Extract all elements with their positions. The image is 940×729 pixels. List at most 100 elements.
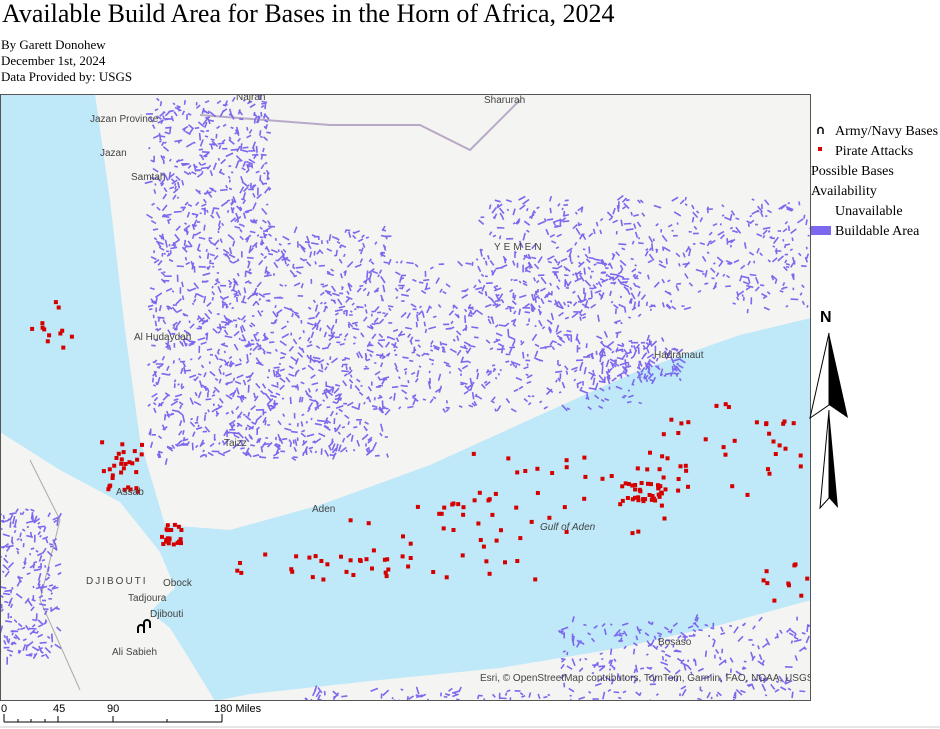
pirate-attack	[456, 502, 461, 507]
pirate-attack	[130, 461, 135, 466]
map-label: Jazan Province	[90, 114, 159, 125]
map-label: Al Hudaydah	[134, 332, 191, 343]
pirate-attack	[636, 498, 641, 503]
pirate-attack	[477, 490, 482, 495]
pirate-attack	[107, 484, 112, 489]
pirate-attack	[441, 526, 446, 531]
pirate-attack	[169, 528, 174, 532]
pirate-attack	[179, 528, 184, 532]
pirate-attack	[761, 578, 766, 583]
map-label: Hadramaut	[654, 350, 704, 361]
title: Available Build Area for Bases in the Ho…	[2, 0, 615, 28]
north-arrow: N	[809, 309, 848, 510]
legend-label: Buildable Area	[835, 224, 920, 239]
map: Najran Sharurah Jazan Province Jazan Sam…	[1, 92, 814, 700]
pirate-attack	[665, 456, 670, 461]
source: Data Provided by: USGS	[1, 69, 132, 84]
pirate-attack	[799, 593, 804, 598]
legend-swatch	[818, 147, 822, 151]
pirate-attack	[310, 575, 315, 580]
pirate-attack	[47, 333, 52, 338]
pirate-attack	[583, 474, 588, 479]
pirate-attack	[106, 487, 111, 492]
pirate-attack	[582, 496, 587, 501]
legend-label: Pirate Attacks	[835, 144, 913, 159]
pirate-attack	[783, 446, 788, 451]
pirate-attack	[791, 421, 796, 426]
pirate-attack	[58, 331, 63, 336]
pirate-attack	[172, 522, 177, 527]
pirate-attack	[650, 494, 655, 498]
pirate-attack	[450, 502, 455, 507]
pirate-attack	[442, 505, 447, 510]
pirate-attack	[134, 470, 139, 475]
map-label: Jazan	[100, 148, 127, 159]
pirate-attack	[676, 477, 681, 481]
pirate-attack	[651, 496, 656, 501]
scale-label: 90	[107, 703, 119, 715]
pirate-attack	[383, 570, 388, 575]
pirate-attack	[767, 431, 772, 436]
pirate-attack	[514, 505, 519, 510]
pirate-attack	[564, 458, 569, 463]
pirate-attack	[686, 420, 691, 425]
pirate-attack	[344, 569, 349, 574]
pirate-attack	[657, 494, 662, 499]
pirate-attack	[771, 439, 776, 444]
pirate-attack	[472, 498, 477, 503]
pirate-attack	[164, 539, 168, 544]
pirate-attack	[649, 497, 654, 502]
pirate-attack	[321, 577, 326, 582]
legend: Army/Navy Bases Pirate Attacks Possible …	[811, 124, 938, 239]
pirate-attack	[535, 466, 540, 471]
pirate-attack	[235, 568, 240, 573]
pirate-attack	[120, 442, 125, 447]
pirate-attack	[635, 466, 640, 471]
pirate-attack	[686, 484, 690, 489]
pirate-attack	[165, 523, 170, 528]
legend-label: Possible Bases	[811, 164, 894, 179]
map-label: Assab	[116, 487, 144, 498]
map-label: Obock	[163, 578, 193, 589]
map-label: Bosaso	[658, 637, 692, 648]
pirate-attack	[523, 469, 528, 473]
pirate-attack	[547, 515, 552, 520]
pirate-attack	[777, 443, 782, 448]
pirate-attack	[127, 460, 132, 465]
pirate-attack	[238, 561, 242, 565]
pirate-attack	[767, 471, 772, 476]
pirate-attack	[793, 562, 798, 567]
pirate-attack	[178, 537, 183, 542]
pirate-attack	[745, 492, 750, 497]
scale-bar: 0 45 90 180 Miles	[1, 703, 262, 723]
pirate-attack	[637, 487, 642, 492]
pirate-attack	[119, 457, 124, 462]
map-label: Djibouti	[150, 609, 183, 620]
pirate-attack	[630, 497, 635, 502]
pirate-attack	[798, 453, 803, 458]
pirate-attack	[110, 473, 115, 478]
pirate-attack	[171, 542, 176, 547]
pirate-attack	[669, 417, 674, 422]
pirate-attack	[648, 450, 652, 455]
buildable-area	[1, 95, 810, 700]
pirate-attack	[633, 495, 637, 500]
map-label: Taizz	[224, 438, 247, 449]
pirate-attack	[633, 487, 638, 492]
pirate-attack	[371, 548, 376, 553]
pirate-attack	[366, 521, 371, 526]
pirate-attack	[100, 440, 105, 445]
map-label: DJIBOUTI	[86, 576, 148, 587]
map-label: Ali Sabieh	[112, 647, 157, 658]
pirate-attack	[663, 487, 668, 492]
map-label: Najran	[236, 92, 265, 103]
attribution: Esri, © OpenStreetMap contributors, TomT…	[480, 673, 814, 684]
pirate-attack	[484, 559, 489, 564]
pirate-attack	[703, 437, 708, 442]
legend-label: Availability	[811, 184, 877, 199]
pirate-attack	[564, 465, 569, 470]
pirate-attack	[400, 554, 405, 559]
pirate-attack	[45, 339, 50, 344]
army-navy-base	[137, 619, 151, 633]
pirate-attack	[636, 529, 641, 534]
